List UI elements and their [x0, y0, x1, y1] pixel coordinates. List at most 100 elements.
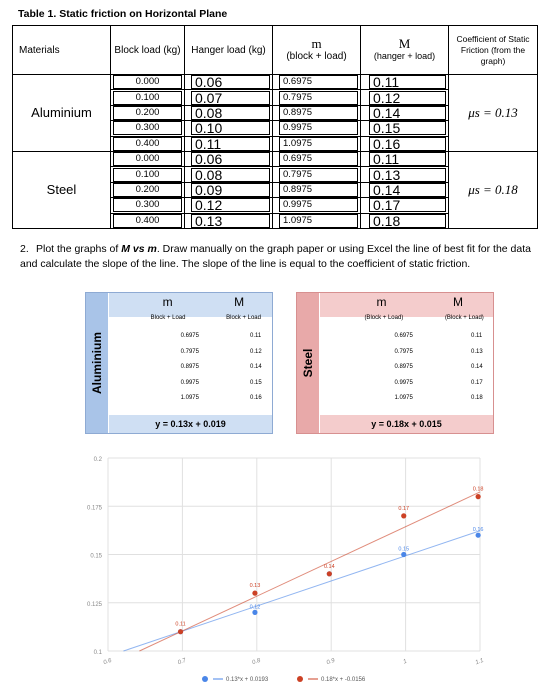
- header-M-symbol: M: [398, 36, 411, 51]
- panel-M-value: 0.16: [250, 395, 262, 401]
- header-coefficient: Coefficient of Static Friction (from the…: [448, 25, 538, 75]
- y-tick-label: 0.1: [94, 650, 103, 656]
- y-tick-label: 0.125: [87, 602, 103, 608]
- block-load-cell: 0.400: [110, 135, 185, 152]
- data-label: 0.17: [398, 506, 409, 512]
- data-label: 0.12: [250, 604, 261, 610]
- data-label: 0.13: [250, 583, 261, 589]
- hanger-load-cell-value: 0.08: [191, 167, 270, 182]
- M-cell: 0.12: [360, 89, 449, 106]
- hanger-load-cell: 0.10: [184, 120, 273, 137]
- hanger-load-cell-value: 0.10: [191, 121, 270, 136]
- block-load-cell-value: 0.200: [113, 105, 182, 120]
- panel-material-label: Aluminium: [90, 332, 104, 394]
- block-load-cell: 0.300: [110, 120, 185, 137]
- hanger-load-cell: 0.07: [184, 89, 273, 106]
- panel-M-value: 0.15: [250, 379, 262, 386]
- instruction-emphasis: M vs m: [121, 243, 157, 255]
- y-tick-label: 0.15: [90, 554, 102, 560]
- data-point: [401, 513, 407, 519]
- steel-summary-panel: Steel m M (Block + Load) (Block + Load) 0.697…: [296, 292, 494, 434]
- table-row: Aluminium 0.000 0.06 0.6975 0.11 μs = 0.13: [12, 73, 538, 152]
- hanger-load-cell: 0.06: [184, 150, 273, 168]
- table-row: 0.300 0.10 0.9975 0.15: [13, 120, 538, 137]
- data-point: [475, 532, 481, 538]
- friction-table: Materials Block load (kg) Hanger load (k…: [12, 25, 538, 229]
- y-tick-label: 0.2: [94, 457, 103, 463]
- panel-m-subheading: (Block + Load): [364, 315, 404, 321]
- panel-m-subheading: Block + Load: [150, 315, 186, 321]
- table-row: 0.200 0.09 0.8975 0.14: [13, 181, 538, 199]
- hanger-load-cell: 0.12: [184, 197, 273, 214]
- block-load-cell: 0.100: [110, 89, 185, 106]
- panel-m-value: 0.9975: [394, 379, 413, 386]
- block-load-cell-value: 0.300: [113, 198, 182, 213]
- panel-M-value: 0.14: [471, 364, 483, 370]
- hanger-load-cell-value: 0.12: [191, 198, 270, 213]
- hanger-load-cell-value: 0.06: [191, 75, 270, 90]
- hanger-load-cell-value: 0.11: [191, 136, 270, 151]
- panel-m-value: 0.8975: [394, 364, 413, 370]
- coefficient-value: μs = 0.13: [468, 104, 518, 120]
- panel-header: [320, 293, 493, 317]
- hanger-load-cell: 0.08: [184, 104, 273, 122]
- block-load-cell-value: 0.100: [113, 90, 182, 105]
- hanger-load-cell: 0.11: [184, 135, 273, 152]
- m-cell: 0.6975: [272, 150, 361, 168]
- hanger-load-cell: 0.13: [184, 212, 273, 229]
- aluminium-summary-panel: Aluminium m M Block + Load Block + Load 0.697…: [85, 292, 273, 434]
- m-cell-value: 1.0975: [279, 213, 358, 228]
- data-point: [252, 609, 258, 615]
- table-row: 0.400 0.11 1.0975 0.16: [13, 135, 538, 152]
- M-cell-value: 0.11: [369, 75, 446, 90]
- x-tick-label: 1: [403, 659, 408, 666]
- m-cell: 0.8975: [272, 104, 361, 122]
- M-cell: 0.13: [360, 166, 449, 183]
- header-materials: Materials: [12, 25, 111, 75]
- x-tick-label: 1.1: [475, 658, 485, 666]
- header-M: M (hanger + load): [360, 25, 449, 75]
- header-M-desc: (hanger + load): [373, 51, 436, 61]
- m-vs-M-scatter-chart: 0.1 0.125 0.15 0.175 0.2 0.6 0.7 0.8 0.9 1 1.1 0.12…: [87, 457, 485, 683]
- data-point: [475, 494, 481, 500]
- coefficient-cell: μs = 0.13: [448, 74, 538, 152]
- M-cell-value: 0.13: [369, 167, 446, 182]
- panel-M-subheading: (Block + Load): [444, 315, 484, 321]
- m-cell-value: 0.7975: [279, 90, 358, 105]
- block-load-cell-value: 0.000: [113, 152, 182, 167]
- M-cell: 0.17: [360, 197, 449, 214]
- material-cell: Aluminium: [12, 74, 111, 152]
- legend-marker: [297, 676, 303, 682]
- hanger-load-cell-value: 0.09: [191, 182, 270, 197]
- data-label: 0.14: [324, 564, 335, 570]
- panel-M-value: 0.11: [250, 333, 262, 339]
- m-cell: 0.7975: [272, 166, 361, 183]
- block-load-cell: 0.300: [110, 197, 185, 214]
- hanger-load-cell-value: 0.13: [191, 213, 270, 228]
- header-hanger-load: Hanger load (kg): [184, 25, 273, 75]
- table-body: Aluminium 0.000 0.06 0.6975 0.11 μs = 0.13 0.1…: [12, 73, 538, 229]
- block-load-cell-value: 0.400: [113, 213, 182, 228]
- panel-M-value: 0.14: [250, 364, 262, 370]
- data-label: 0.16: [473, 527, 484, 533]
- data-label: 0.15: [398, 547, 409, 553]
- table-row: 0.100 0.08 0.7975 0.13: [13, 166, 538, 183]
- x-tick-label: 0.7: [177, 658, 188, 667]
- coefficient-value: μs = 0.18: [468, 181, 518, 197]
- m-cell-value: 0.6975: [279, 152, 358, 167]
- m-cell: 0.8975: [272, 181, 361, 199]
- hanger-load-cell-value: 0.08: [191, 105, 270, 120]
- x-tick-label: 0.9: [326, 658, 337, 667]
- M-cell: 0.11: [360, 73, 449, 91]
- panel-m-heading: m: [376, 295, 387, 309]
- table-row: 0.100 0.07 0.7975 0.12: [13, 89, 538, 106]
- block-load-cell: 0.400: [110, 212, 185, 229]
- panel-m-heading: m: [162, 295, 173, 309]
- panel-header: [109, 293, 272, 317]
- m-cell-value: 0.9975: [279, 121, 358, 136]
- M-cell: 0.15: [360, 120, 449, 137]
- y-tick-label: 0.175: [87, 505, 103, 511]
- table-row: Steel 0.000 0.06 0.6975 0.11 μs = 0.18: [12, 150, 538, 229]
- coefficient-cell: μs = 0.18: [448, 150, 538, 229]
- instruction-text-a: Plot the graphs of: [36, 243, 122, 255]
